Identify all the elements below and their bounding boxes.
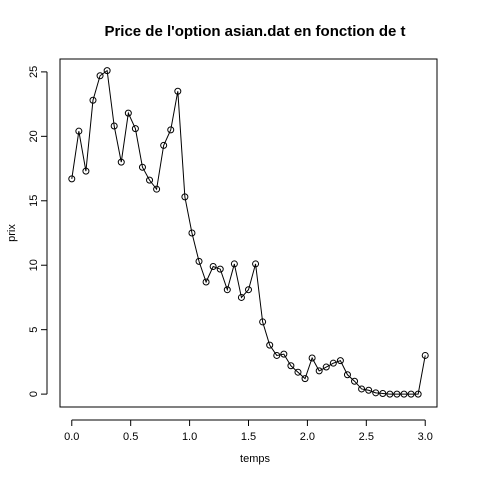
data-point bbox=[287, 362, 295, 370]
data-point bbox=[117, 158, 125, 166]
x-tick-label: 3.0 bbox=[418, 431, 433, 443]
data-point bbox=[315, 367, 323, 375]
data-point bbox=[131, 125, 139, 133]
data-point bbox=[103, 67, 111, 75]
data-point bbox=[138, 163, 146, 171]
x-tick-label: 2.0 bbox=[300, 431, 315, 443]
data-point bbox=[195, 257, 203, 265]
data-point bbox=[188, 229, 196, 237]
x-tick-label: 1.5 bbox=[241, 431, 256, 443]
data-point bbox=[358, 385, 366, 393]
data-point bbox=[343, 371, 351, 379]
data-point bbox=[386, 390, 394, 398]
data-point bbox=[379, 389, 387, 397]
data-point bbox=[82, 167, 90, 175]
data-point bbox=[216, 265, 224, 273]
data-point bbox=[393, 390, 401, 398]
y-tick-label: 5 bbox=[28, 327, 40, 333]
y-axis: 0 5 10 15 20 25 bbox=[28, 66, 48, 397]
data-point bbox=[209, 263, 217, 271]
data-point bbox=[146, 176, 154, 184]
series-line bbox=[71, 69, 426, 395]
data-point bbox=[414, 390, 422, 398]
data-point bbox=[167, 126, 175, 134]
data-point bbox=[202, 278, 210, 286]
plot-frame bbox=[59, 58, 438, 408]
x-tick-label: 0.0 bbox=[64, 431, 79, 443]
data-point bbox=[329, 359, 337, 367]
chart-title: Price de l'option asian.dat en fonction … bbox=[104, 23, 405, 40]
y-axis-label: prix bbox=[6, 224, 18, 242]
data-point bbox=[322, 363, 330, 371]
data-point bbox=[174, 87, 182, 95]
x-tick-label: 2.5 bbox=[359, 431, 374, 443]
data-point bbox=[336, 357, 344, 365]
y-tick-label: 10 bbox=[28, 259, 40, 271]
data-point bbox=[421, 351, 429, 359]
data-point bbox=[153, 185, 161, 193]
x-tick-label: 0.5 bbox=[123, 431, 138, 443]
data-point bbox=[301, 375, 309, 383]
data-point bbox=[75, 127, 83, 135]
data-point bbox=[96, 72, 104, 80]
y-tick-label: 20 bbox=[28, 130, 40, 142]
data-point bbox=[68, 175, 76, 183]
data-point bbox=[266, 341, 274, 349]
y-tick-label: 0 bbox=[28, 391, 40, 397]
data-point bbox=[223, 286, 231, 294]
data-point bbox=[160, 141, 168, 149]
data-point bbox=[308, 354, 316, 362]
data-point bbox=[351, 377, 359, 385]
data-point bbox=[252, 260, 260, 268]
data-point bbox=[273, 351, 281, 359]
data-point bbox=[110, 122, 118, 130]
data-points bbox=[68, 67, 429, 398]
data-point bbox=[181, 193, 189, 201]
data-point bbox=[245, 286, 252, 294]
x-axis: 0.0 0.5 1.0 1.5 2.0 2.5 3.0 bbox=[64, 419, 433, 443]
data-point bbox=[237, 293, 245, 301]
data-point bbox=[89, 96, 97, 104]
data-point bbox=[365, 386, 373, 394]
data-point bbox=[259, 318, 267, 326]
data-point bbox=[407, 390, 415, 398]
y-tick-label: 15 bbox=[28, 195, 40, 207]
data-point bbox=[280, 350, 288, 358]
data-point bbox=[400, 390, 408, 398]
data-point bbox=[372, 389, 380, 397]
y-tick-label: 25 bbox=[28, 66, 40, 78]
x-axis-label: temps bbox=[240, 453, 270, 465]
data-point bbox=[294, 368, 302, 376]
data-point bbox=[124, 109, 132, 117]
x-tick-label: 1.0 bbox=[182, 431, 197, 443]
data-point bbox=[230, 260, 238, 268]
